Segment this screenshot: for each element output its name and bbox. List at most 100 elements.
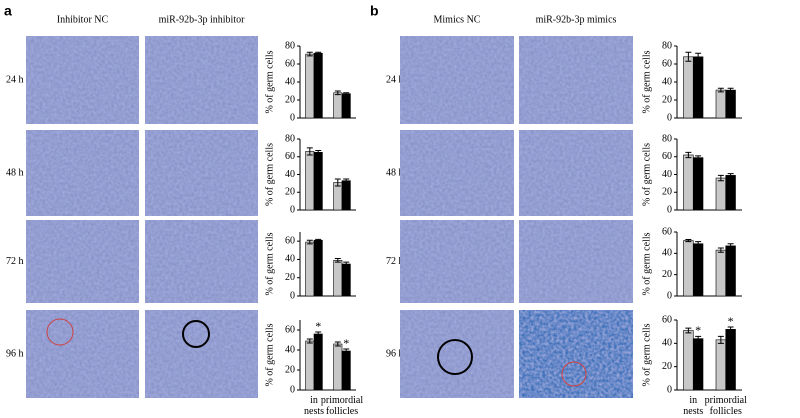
bar — [341, 93, 351, 119]
error-bar — [343, 348, 350, 354]
error-bar — [334, 341, 341, 347]
y-tick-label: 60 — [285, 151, 295, 162]
significance-mark: * — [315, 319, 321, 333]
highlight-circle — [46, 318, 74, 346]
y-tick-label: 20 — [662, 94, 672, 105]
y-tick-label: 60 — [285, 324, 295, 335]
y-tick-label: 60 — [285, 235, 295, 246]
y-tick-label: 40 — [662, 76, 672, 87]
micrograph — [145, 310, 258, 398]
bar — [715, 89, 727, 119]
y-axis-label: % of germ cells — [264, 143, 275, 206]
bar-chart: % of germ cells 0 20 40 60 — [264, 232, 356, 301]
bar — [333, 260, 343, 297]
bar — [341, 350, 351, 391]
micrograph — [519, 310, 633, 398]
y-tick-label: 60 — [662, 151, 672, 162]
bar-chart: % of germ cells 0 20 40 60 — [641, 226, 742, 301]
y-tick-label: 60 — [662, 314, 672, 325]
micrograph — [145, 220, 258, 303]
bar — [715, 249, 727, 297]
error-bar — [315, 150, 322, 155]
error-bar — [315, 331, 322, 337]
y-tick-label: 20 — [662, 269, 672, 280]
column-header: miR-92b-3p mimics — [536, 14, 617, 25]
micrograph — [400, 310, 514, 398]
y-axis-label: % of germ cells — [641, 50, 652, 113]
y-tick-label: 80 — [285, 40, 295, 51]
y-tick-label: 0 — [290, 290, 295, 301]
y-tick-label: 40 — [662, 248, 672, 259]
highlight-circle — [561, 361, 587, 387]
x-tick-label: in nests — [304, 395, 324, 417]
highlight-circle — [437, 339, 473, 375]
y-tick-label: 60 — [285, 58, 295, 69]
bar — [725, 329, 736, 391]
column-header: Mimics NC — [434, 14, 481, 25]
bar — [341, 180, 351, 211]
error-bar — [343, 178, 350, 183]
row-label: 24 h — [6, 74, 24, 85]
micrograph — [26, 220, 139, 303]
x-tick-label: primordial follicles — [321, 395, 363, 417]
micrograph — [26, 130, 139, 216]
row-label: 72 h — [386, 256, 404, 267]
error-bar — [315, 238, 322, 242]
y-tick-label: 20 — [662, 187, 672, 198]
y-tick-label: 40 — [285, 76, 295, 87]
bar — [715, 177, 727, 211]
error-bar — [315, 51, 322, 55]
bar-chart: % of germ cells 0 20 40 60 80 — [264, 40, 356, 123]
y-tick-label: 0 — [667, 204, 672, 215]
error-bar — [695, 335, 702, 342]
row-label: 72 h — [6, 256, 24, 267]
y-axis-label: % of germ cells — [264, 323, 275, 386]
y-tick-label: 0 — [290, 204, 295, 215]
micrograph — [26, 310, 139, 398]
bar — [313, 152, 323, 211]
x-tick-label-line: in — [310, 395, 318, 406]
row-label: 48 h — [6, 167, 24, 178]
row-label: 96 h — [6, 348, 24, 359]
column-header: miR-92b-3p inhibitor — [159, 14, 246, 25]
error-bar — [685, 238, 692, 243]
error-bar — [306, 338, 313, 344]
bar-chart: % of germ cells 0 20 40 60 80 — [264, 133, 356, 215]
bar — [692, 243, 704, 297]
x-tick-label-line: follicles — [710, 406, 742, 417]
error-bar — [727, 243, 734, 249]
bar — [305, 151, 315, 211]
error-bar — [685, 327, 692, 334]
error-bar — [334, 258, 341, 263]
significance-mark: * — [695, 323, 701, 337]
y-tick-label: 0 — [667, 290, 672, 301]
y-tick-label: 60 — [662, 226, 672, 237]
micrograph — [519, 130, 633, 216]
error-bar — [306, 239, 313, 245]
micrograph — [519, 220, 633, 303]
column-header: Inhibitor NC — [57, 14, 109, 25]
bar — [333, 182, 343, 211]
error-bar — [727, 326, 734, 333]
bar — [333, 343, 343, 391]
highlight-circle — [182, 320, 210, 348]
y-tick-label: 40 — [662, 169, 672, 180]
bar — [692, 56, 704, 119]
bar — [313, 52, 323, 119]
error-bar — [717, 247, 724, 253]
bar — [715, 339, 727, 391]
y-tick-label: 20 — [285, 94, 295, 105]
micrograph — [400, 130, 514, 216]
significance-mark: * — [343, 336, 349, 350]
y-tick-label: 40 — [662, 338, 672, 349]
bar — [692, 338, 704, 391]
error-bar — [717, 87, 724, 93]
bar — [313, 333, 323, 391]
micrograph — [145, 36, 258, 124]
bar — [683, 56, 694, 119]
error-bar — [695, 241, 702, 247]
bar — [341, 263, 351, 297]
y-axis-label: % of germ cells — [264, 232, 275, 295]
bar — [305, 241, 315, 297]
y-tick-label: 0 — [290, 384, 295, 395]
